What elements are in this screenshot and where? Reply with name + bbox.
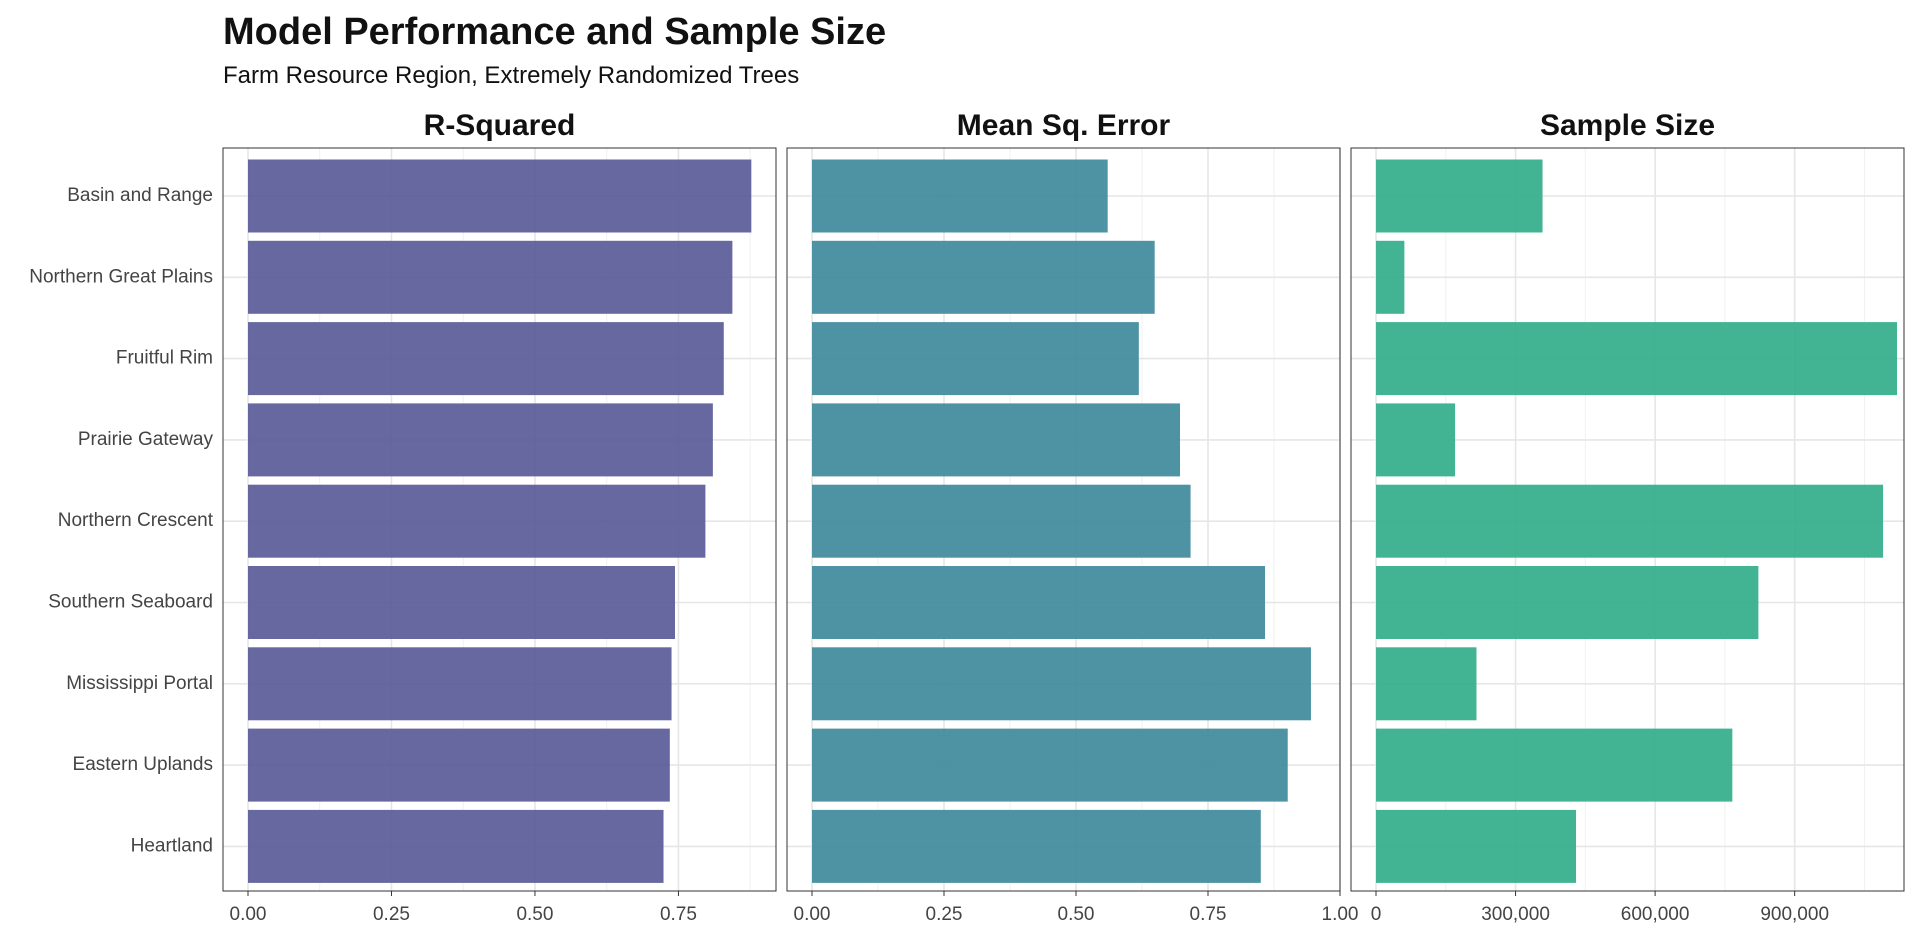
bar bbox=[248, 403, 713, 477]
x-tick-label: 900,000 bbox=[1760, 904, 1829, 925]
bar bbox=[812, 240, 1155, 314]
category-label: Basin and Range bbox=[67, 185, 213, 206]
bar bbox=[248, 566, 675, 639]
x-tick-label: 0.50 bbox=[1058, 904, 1095, 925]
x-tick-label: 600,000 bbox=[1621, 904, 1690, 925]
x-tick-label: 1.00 bbox=[1322, 904, 1359, 925]
chart-subtitle: Farm Resource Region, Extremely Randomiz… bbox=[223, 62, 799, 89]
category-label: Mississippi Portal bbox=[66, 673, 213, 694]
bar bbox=[812, 809, 1261, 883]
bar bbox=[248, 728, 670, 802]
category-label: Northern Crescent bbox=[58, 510, 214, 531]
panel-border bbox=[222, 147, 777, 892]
facet-title: Sample Size bbox=[1540, 109, 1715, 142]
x-tick-label: 0.00 bbox=[230, 904, 267, 925]
facet-panel-2: Mean Sq. Error 0.00 0.25 0.50 0.75 1.00 bbox=[786, 109, 1359, 925]
chart-title: Model Performance and Sample Size bbox=[223, 11, 886, 53]
x-tick-label: 0.50 bbox=[516, 904, 553, 925]
bar bbox=[248, 647, 672, 721]
x-tick-label: 0.00 bbox=[794, 904, 831, 925]
category-axis: Basin and Range Northern Great Plains Frui… bbox=[29, 185, 213, 856]
panel-border bbox=[786, 147, 1341, 892]
bar bbox=[1376, 566, 1759, 639]
category-label: Northern Great Plains bbox=[29, 266, 213, 287]
bar bbox=[812, 322, 1139, 396]
category-label: Prairie Gateway bbox=[78, 429, 214, 450]
bar bbox=[812, 566, 1266, 639]
bar bbox=[812, 728, 1288, 802]
bar bbox=[1376, 322, 1898, 396]
category-label: Heartland bbox=[131, 835, 213, 856]
bar bbox=[248, 809, 664, 883]
facet-title: R-Squared bbox=[424, 109, 576, 142]
facet-panels: R-Squared 0.00 0.25 0.50 0.75 Mean Sq. Error 0… bbox=[222, 109, 1905, 925]
bar bbox=[1376, 484, 1884, 558]
panel-border bbox=[1350, 147, 1905, 892]
bar bbox=[248, 484, 706, 558]
bar bbox=[812, 159, 1108, 233]
x-tick-label: 0.25 bbox=[926, 904, 963, 925]
bar bbox=[1376, 240, 1405, 314]
facet-title: Mean Sq. Error bbox=[957, 109, 1171, 142]
x-tick-label: 300,000 bbox=[1481, 904, 1550, 925]
x-tick-label: 0.75 bbox=[660, 904, 697, 925]
bar bbox=[812, 403, 1181, 477]
bar bbox=[1376, 809, 1577, 883]
facet-panel-1: R-Squared 0.00 0.25 0.50 0.75 bbox=[222, 109, 777, 925]
bar bbox=[1376, 728, 1733, 802]
category-label: Eastern Uplands bbox=[73, 754, 213, 775]
bar bbox=[812, 647, 1311, 721]
bar bbox=[1376, 647, 1477, 721]
bar bbox=[248, 322, 724, 396]
category-label: Fruitful Rim bbox=[116, 348, 213, 369]
bar bbox=[248, 240, 733, 314]
x-tick-label: 0.25 bbox=[373, 904, 410, 925]
bar bbox=[1376, 159, 1543, 233]
category-label: Southern Seaboard bbox=[48, 592, 213, 613]
facet-panel-3: Sample Size 0 300,000 600,000 900,000 bbox=[1350, 109, 1905, 925]
bar bbox=[812, 484, 1191, 558]
x-tick-label: 0 bbox=[1371, 904, 1382, 925]
bar bbox=[248, 159, 752, 233]
bar bbox=[1376, 403, 1456, 477]
x-tick-label: 0.75 bbox=[1190, 904, 1227, 925]
